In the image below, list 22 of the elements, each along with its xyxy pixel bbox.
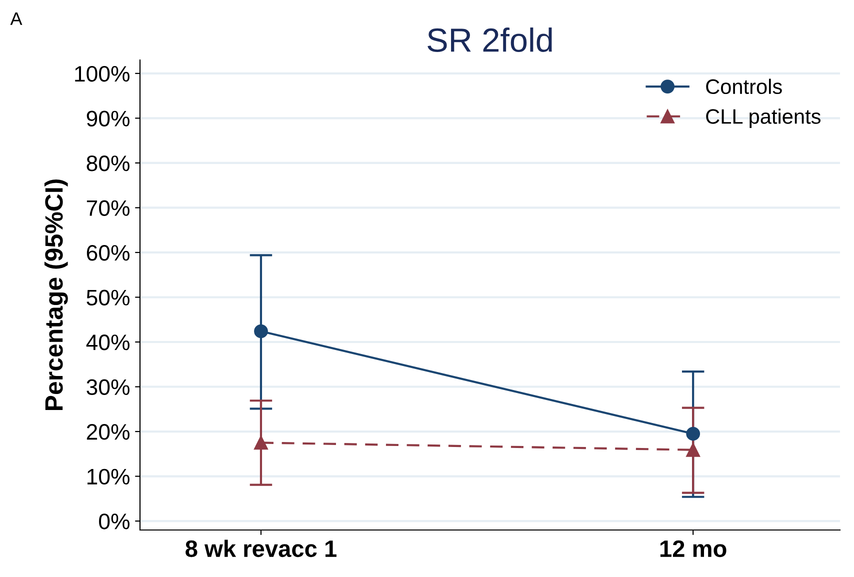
- point: [254, 436, 268, 450]
- y-tick-label: 90%: [86, 110, 130, 126]
- point: [686, 442, 700, 457]
- x-tick-label: 8 wk revacc 1: [186, 540, 336, 558]
- x-tick-label: 12 mo: [660, 540, 726, 558]
- legend-label: Controls: [706, 78, 782, 94]
- y-tick-label: 70%: [86, 200, 130, 216]
- chart-title: SR 2fold: [428, 28, 552, 52]
- y-tick-label: 60%: [86, 245, 130, 261]
- y-tick-label: 10%: [87, 468, 130, 485]
- y-tick-label: 20%: [86, 424, 130, 440]
- y-tick-label: 100%: [75, 66, 130, 82]
- y-tick-label: 30%: [86, 379, 130, 396]
- text: A: [10, 12, 22, 25]
- point: [254, 324, 268, 338]
- y-axis-title: Percentage (95%CI): [44, 180, 68, 410]
- legend-label: CLL patients: [706, 108, 821, 128]
- point: [686, 426, 700, 441]
- y-tick-label: 0%: [99, 514, 130, 530]
- y-tick-label: 50%: [86, 290, 130, 306]
- y-tick-label: 80%: [86, 155, 130, 172]
- y-tick-label: 40%: [86, 334, 130, 350]
